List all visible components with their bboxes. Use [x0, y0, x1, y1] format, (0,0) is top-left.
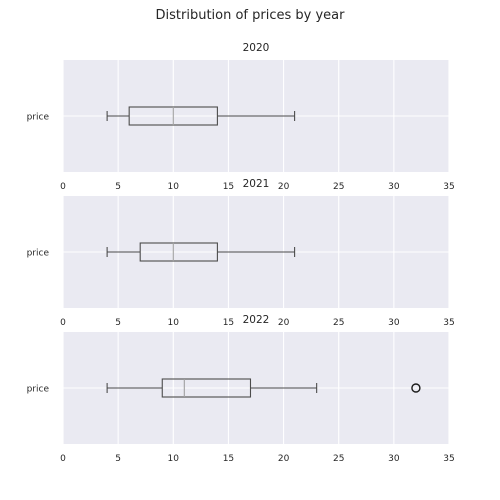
x-tick-label: 15 — [223, 454, 234, 464]
interquartile-box — [139, 242, 218, 262]
x-tick-label: 10 — [168, 318, 180, 328]
category-label: price — [27, 249, 50, 259]
x-tick-label: 10 — [168, 182, 180, 192]
category-label: price — [27, 385, 50, 395]
subplot-title: 2020 — [243, 42, 270, 54]
x-tick-label: 0 — [60, 454, 66, 464]
x-tick-label: 30 — [388, 318, 400, 328]
subplot-title: 2021 — [243, 178, 270, 190]
panel-2020: 2020 price 0 5 10 15 20 25 30 35 — [27, 42, 455, 192]
x-tick-label: 30 — [388, 454, 400, 464]
x-tick-label: 25 — [333, 454, 344, 464]
x-tick-label: 0 — [60, 182, 66, 192]
x-tick-label: 25 — [333, 182, 344, 192]
x-tick-label: 35 — [443, 182, 454, 192]
outlier-point — [411, 383, 421, 393]
subplot-title: 2022 — [243, 314, 270, 326]
x-tick-label: 15 — [223, 182, 234, 192]
x-tick-label: 10 — [168, 454, 180, 464]
x-tick-label: 20 — [278, 182, 290, 192]
x-tick-label: 30 — [388, 182, 400, 192]
panel-2022: 2022 price 0 5 10 15 20 25 30 35 — [27, 314, 455, 464]
category-label: price — [27, 113, 50, 123]
x-tick-label: 0 — [60, 318, 66, 328]
x-tick-label: 20 — [278, 454, 290, 464]
x-tick-label: 5 — [115, 318, 121, 328]
x-tick-label: 20 — [278, 318, 290, 328]
figure-title: Distribution of prices by year — [155, 8, 345, 23]
x-tick-label: 35 — [443, 318, 454, 328]
panel-2021: 2021 price 0 5 10 15 20 25 30 35 — [27, 178, 455, 328]
x-tick-label: 5 — [115, 454, 121, 464]
x-tick-label: 35 — [443, 454, 454, 464]
x-tick-label: 15 — [223, 318, 234, 328]
interquartile-box — [161, 378, 252, 398]
x-tick-label: 25 — [333, 318, 344, 328]
x-tick-label: 5 — [115, 182, 121, 192]
